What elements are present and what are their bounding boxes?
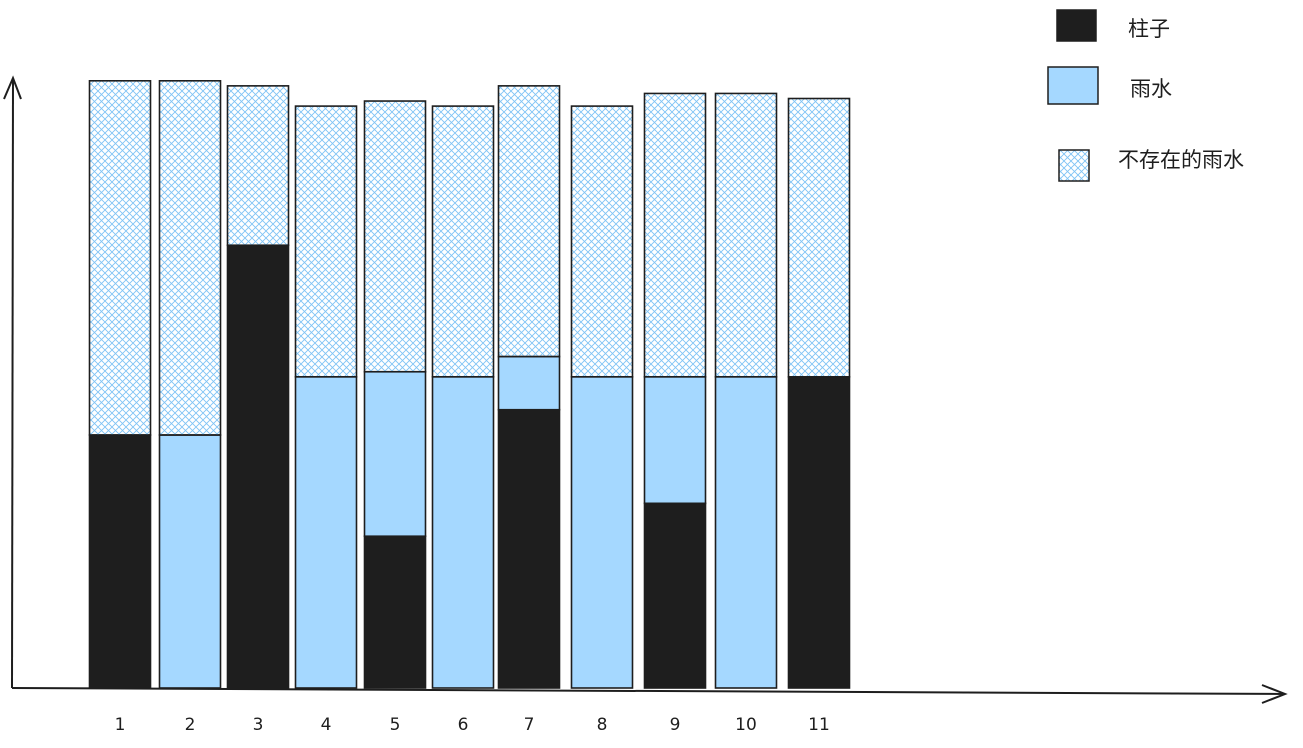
axes — [3, 75, 1288, 704]
legend-swatch-missing-water — [1058, 149, 1090, 182]
bar-pillar-11 — [787, 376, 851, 689]
bar-missing-water-7 — [497, 85, 561, 358]
bar-water-6 — [431, 376, 495, 689]
bar-missing-water-2 — [158, 80, 222, 436]
bar-water-8 — [570, 376, 634, 689]
bar-missing-water-3 — [226, 85, 290, 247]
x-tick-label: 9 — [670, 715, 681, 735]
x-tick-label: 4 — [321, 715, 332, 735]
bar-water-2 — [158, 434, 222, 689]
bar-pillar-5 — [363, 535, 427, 689]
bar-missing-water-6 — [431, 105, 495, 378]
x-tick-label: 6 — [458, 715, 469, 735]
bar-pillar-9 — [643, 502, 707, 689]
bar-group — [88, 80, 851, 689]
bar-missing-water-4 — [294, 105, 358, 378]
x-tick-label: 8 — [597, 715, 608, 735]
bar-missing-water-11 — [787, 97, 851, 378]
y-axis-arrowhead — [3, 75, 22, 100]
bar-missing-water-1 — [88, 80, 152, 436]
bar-missing-water-10 — [714, 92, 778, 378]
bar-pillar-1 — [88, 434, 152, 689]
legend: 柱子 雨水 不存在的雨水 — [1047, 9, 1244, 182]
x-axis — [11, 687, 1286, 695]
x-tick-labels: 1 2 3 4 5 6 7 8 9 10 11 — [115, 715, 830, 735]
legend-label-pillar: 柱子 — [1128, 17, 1170, 41]
legend-item-missing-water: 不存在的雨水 — [1058, 148, 1244, 182]
x-tick-label: 11 — [808, 715, 830, 735]
bar-water-7 — [497, 355, 561, 411]
x-tick-label: 1 — [115, 715, 126, 735]
bar-missing-water-8 — [570, 105, 634, 378]
legend-item-water: 雨水 — [1047, 66, 1172, 105]
x-axis-arrowhead — [1261, 684, 1288, 704]
legend-label-missing-water: 不存在的雨水 — [1118, 148, 1244, 172]
bar-missing-water-9 — [643, 92, 707, 378]
bar-pillar-7 — [497, 408, 561, 689]
x-tick-label: 3 — [253, 715, 264, 735]
bar-missing-water-5 — [363, 100, 427, 373]
x-tick-label: 2 — [185, 715, 196, 735]
bar-pillar-3 — [226, 244, 290, 689]
legend-swatch-pillar — [1056, 9, 1097, 42]
legend-item-pillar: 柱子 — [1056, 9, 1170, 42]
bar-water-9 — [643, 376, 707, 505]
legend-swatch-water — [1047, 66, 1099, 105]
x-tick-label: 5 — [390, 715, 401, 735]
bar-water-4 — [294, 376, 358, 689]
bar-water-5 — [363, 370, 427, 537]
y-axis — [11, 77, 14, 689]
legend-label-water: 雨水 — [1130, 77, 1172, 101]
x-tick-label: 10 — [735, 715, 757, 735]
bar-water-10 — [714, 376, 778, 689]
x-tick-label: 7 — [524, 715, 535, 735]
